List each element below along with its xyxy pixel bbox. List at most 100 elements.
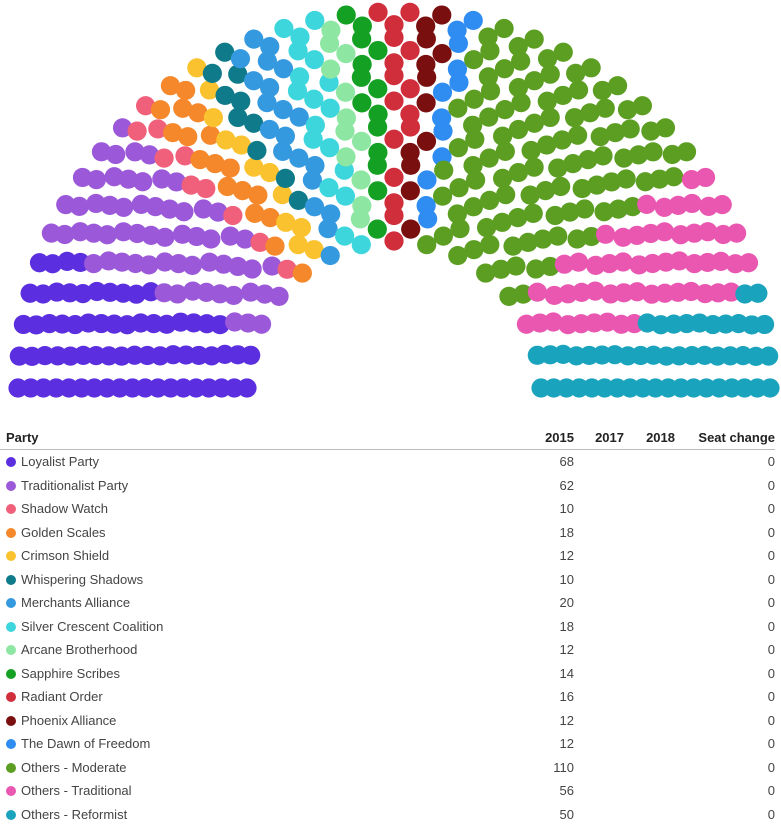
legend-dot-icon	[6, 574, 16, 585]
table-body: Loyalist Party 68 0 Traditionalist Party 62 0…	[0, 450, 775, 827]
seat-dot	[464, 240, 484, 260]
seats-2017	[574, 732, 624, 756]
seats-2018	[624, 544, 675, 568]
seat-dot	[417, 67, 437, 87]
seats-2017	[574, 756, 624, 780]
seat-dot	[200, 125, 220, 145]
table-row: Merchants Alliance 20 0	[0, 591, 775, 615]
seats-2017	[574, 450, 624, 474]
seat-dot	[187, 226, 207, 247]
seat-dot	[384, 193, 404, 213]
seat-dot	[241, 345, 261, 365]
seat-dot	[182, 255, 202, 275]
seat-dot	[215, 85, 235, 106]
hemicycle-svg	[8, 2, 780, 398]
seat-dot	[244, 113, 264, 133]
seat-dot	[449, 72, 469, 93]
seat-dot	[480, 81, 501, 101]
seat-dot	[662, 144, 682, 165]
seat-dot	[224, 285, 244, 306]
seats-2015: 62	[559, 477, 574, 493]
party-cell: Shadow Watch	[0, 497, 532, 521]
seat-dot	[400, 40, 420, 61]
table-row: Others - Reformist 50 0	[0, 803, 775, 827]
party-cell: Merchants Alliance	[0, 591, 532, 615]
header-2017[interactable]: 2017	[595, 430, 624, 445]
seat-dot	[400, 79, 420, 99]
seat-dot	[290, 67, 310, 87]
party-cell: Radiant Order	[0, 685, 532, 709]
seat-dot	[628, 145, 649, 165]
party-cell: Others - Traditional	[0, 779, 532, 803]
seat-dot	[480, 41, 500, 61]
seat-dot	[193, 199, 213, 219]
legend-dot-icon	[6, 527, 16, 538]
seat-dot	[416, 131, 437, 151]
seats-2017	[574, 474, 624, 498]
party-cell: Others - Moderate	[0, 756, 532, 780]
header-2015[interactable]: 2015	[545, 430, 574, 445]
seat-dot	[760, 378, 780, 398]
seat-dot	[499, 286, 519, 306]
seat-dot	[540, 107, 560, 128]
seat-dot	[262, 256, 282, 276]
seats-2017	[574, 568, 624, 592]
seat-change: 0	[767, 783, 775, 799]
header-party[interactable]: Party	[6, 430, 39, 445]
seat-dot	[257, 93, 277, 113]
legend-dot-icon	[6, 645, 16, 656]
seat-dot	[201, 229, 221, 249]
seat-dot	[55, 224, 75, 245]
seat-dot	[125, 142, 145, 162]
seat-dot	[520, 185, 540, 205]
seat-dot	[320, 59, 341, 79]
seats-2015: 18	[559, 618, 574, 634]
seat-dot	[178, 127, 198, 147]
seat-dot	[368, 142, 388, 163]
seat-dot	[335, 82, 356, 102]
seat-dot	[241, 282, 261, 302]
seat-dot	[259, 78, 280, 98]
seat-dot	[321, 20, 341, 40]
seat-dot	[511, 93, 531, 113]
party-cell: Silver Crescent Coalition	[0, 615, 532, 639]
seat-dot	[205, 154, 225, 174]
seat-dot	[155, 227, 175, 247]
seat-dot	[112, 118, 133, 138]
seat-dot	[537, 135, 557, 155]
seat-dot	[594, 202, 614, 222]
header-seat-change[interactable]: Seat change	[698, 430, 775, 445]
seat-dot	[664, 167, 684, 187]
seat-dot	[540, 256, 560, 277]
seat-dot	[607, 76, 628, 96]
seat-dot	[230, 49, 251, 69]
seat-dot	[508, 37, 528, 57]
table-row: Loyalist Party 68 0	[0, 450, 775, 474]
seat-dot	[450, 219, 470, 239]
seats-2018	[624, 615, 675, 639]
seats-2018	[624, 638, 675, 662]
seat-dot	[199, 252, 220, 272]
legend-dot-icon	[6, 457, 16, 468]
seat-dot	[432, 5, 452, 25]
seats-2017	[574, 544, 624, 568]
seat-dot	[97, 225, 117, 245]
header-2018[interactable]: 2018	[646, 430, 675, 445]
seat-dot	[335, 226, 355, 246]
seat-dot	[384, 53, 404, 73]
table-header-row: Party 2015 2017 2018 Seat change	[0, 426, 775, 450]
seat-dot	[463, 155, 483, 176]
party-name: Golden Scales	[21, 524, 106, 540]
seat-dot	[508, 208, 528, 228]
seat-dot	[595, 98, 615, 118]
seat-dot	[384, 167, 404, 187]
seat-dot	[568, 125, 588, 145]
party-cell: Crimson Shield	[0, 544, 532, 568]
seat-dot	[537, 91, 557, 111]
seat-dot	[754, 314, 775, 335]
seat-dot	[479, 148, 499, 168]
party-cell: The Dawn of Freedom	[0, 732, 532, 756]
seat-change: 0	[767, 618, 775, 634]
party-cell: Arcane Brotherhood	[0, 638, 532, 662]
seat-dot	[336, 108, 356, 128]
